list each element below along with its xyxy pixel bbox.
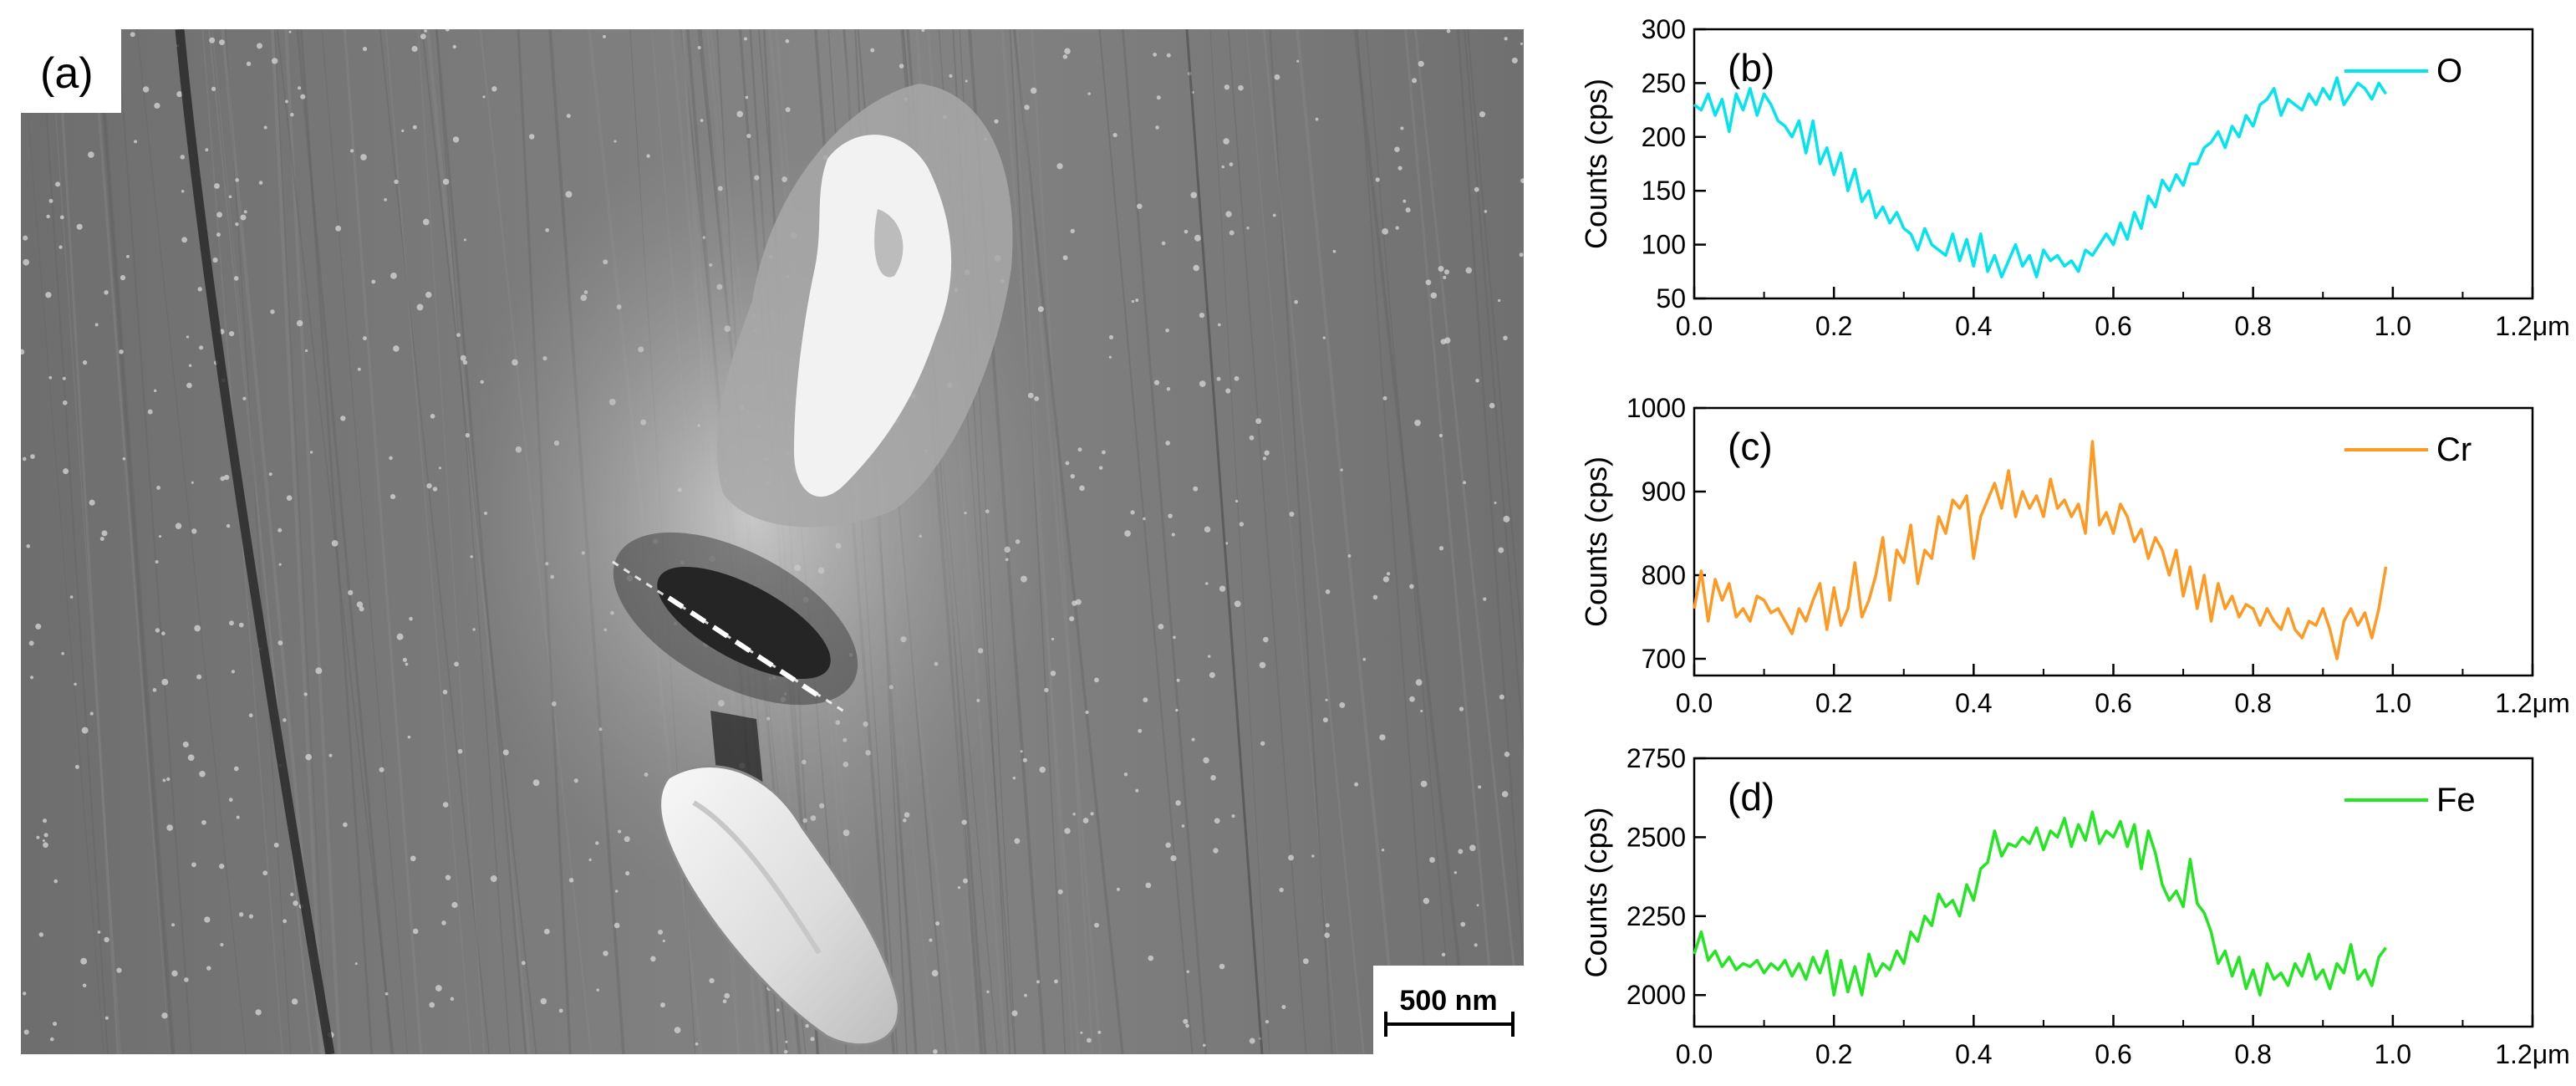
- x-tick-label: 0.2: [1815, 311, 1852, 341]
- y-tick-label: 800: [1642, 560, 1686, 590]
- y-tick-label: 700: [1642, 644, 1686, 674]
- x-tick-label: 0.4: [1955, 311, 1992, 341]
- x-tick-label: 0.0: [1676, 311, 1713, 341]
- sem-micrograph: [21, 29, 1524, 1054]
- x-tick-label: 0.4: [1955, 688, 1992, 718]
- x-tick-label: 0.2: [1815, 1039, 1852, 1069]
- x-tick-label: 0.8: [2234, 311, 2271, 341]
- y-tick-label: 100: [1642, 230, 1686, 260]
- y-tick-label: 2500: [1627, 822, 1686, 852]
- x-tick-label: 0.2: [1815, 688, 1852, 718]
- series-line-fe: [1693, 810, 2387, 997]
- x-tick-label: 0.6: [2095, 311, 2131, 341]
- y-axis-label: Counts (cps): [1579, 807, 1613, 977]
- scale-bar: [1384, 1012, 1515, 1037]
- series-line-o: [1693, 76, 2387, 278]
- x-tick-label: 1.2μm: [2495, 311, 2570, 341]
- y-tick-label: 200: [1642, 122, 1686, 152]
- y-tick-label: 2250: [1627, 901, 1686, 931]
- x-tick-label: 1.2μm: [2495, 1039, 2570, 1069]
- legend-label: Fe: [2436, 782, 2476, 818]
- panel-label: (d): [1728, 775, 1774, 818]
- x-tick-label: 1.0: [2375, 1039, 2411, 1069]
- y-axis-label: Counts (cps): [1579, 79, 1613, 249]
- x-tick-label: 0.0: [1676, 1039, 1713, 1069]
- panel-a-label: (a): [40, 49, 94, 98]
- y-tick-label: 2000: [1627, 980, 1686, 1010]
- x-tick-label: 1.2μm: [2495, 688, 2570, 718]
- x-tick-label: 0.6: [2095, 1039, 2131, 1069]
- legend-label: O: [2436, 53, 2462, 89]
- sem-image-panel: (a) 500 nm: [21, 29, 1524, 1054]
- y-tick-label: 2750: [1627, 743, 1686, 773]
- y-tick-label: 250: [1642, 68, 1686, 98]
- x-tick-label: 1.0: [2375, 311, 2411, 341]
- x-tick-label: 0.8: [2234, 688, 2271, 718]
- y-tick-label: 50: [1656, 283, 1686, 314]
- x-tick-label: 0.8: [2234, 1039, 2271, 1069]
- series-line-cr: [1693, 440, 2388, 660]
- chart-panel-d: 0.0 0.2 0.4 0.6 0.8 1.0 1.2μm 2000 2250 2500 2750 C…: [1579, 743, 2570, 1069]
- y-tick-label: 300: [1642, 14, 1686, 44]
- y-tick-label: 1000: [1627, 393, 1686, 423]
- y-tick-label: 150: [1642, 176, 1686, 206]
- panel-label: (c): [1728, 425, 1773, 468]
- x-tick-label: 0.0: [1676, 688, 1713, 718]
- x-tick-label: 1.0: [2375, 688, 2411, 718]
- scale-bar-label: 500 nm: [1399, 985, 1497, 1017]
- y-axis-label: Counts (cps): [1579, 456, 1613, 627]
- legend-label: Cr: [2436, 431, 2472, 468]
- x-tick-label: 0.6: [2095, 688, 2131, 718]
- chart-panel-c: 0.0 0.2 0.4 0.6 0.8 1.0 1.2μm 700 800 900 1000 Coun…: [1579, 393, 2570, 718]
- panel-label: (b): [1728, 46, 1774, 89]
- x-tick-label: 0.4: [1955, 1039, 1992, 1069]
- chart-panel-b: 0.0 0.2 0.4 0.6 0.8 1.0 1.2μm 50 100 150 200 250 300…: [1579, 14, 2570, 341]
- y-tick-label: 900: [1642, 477, 1686, 507]
